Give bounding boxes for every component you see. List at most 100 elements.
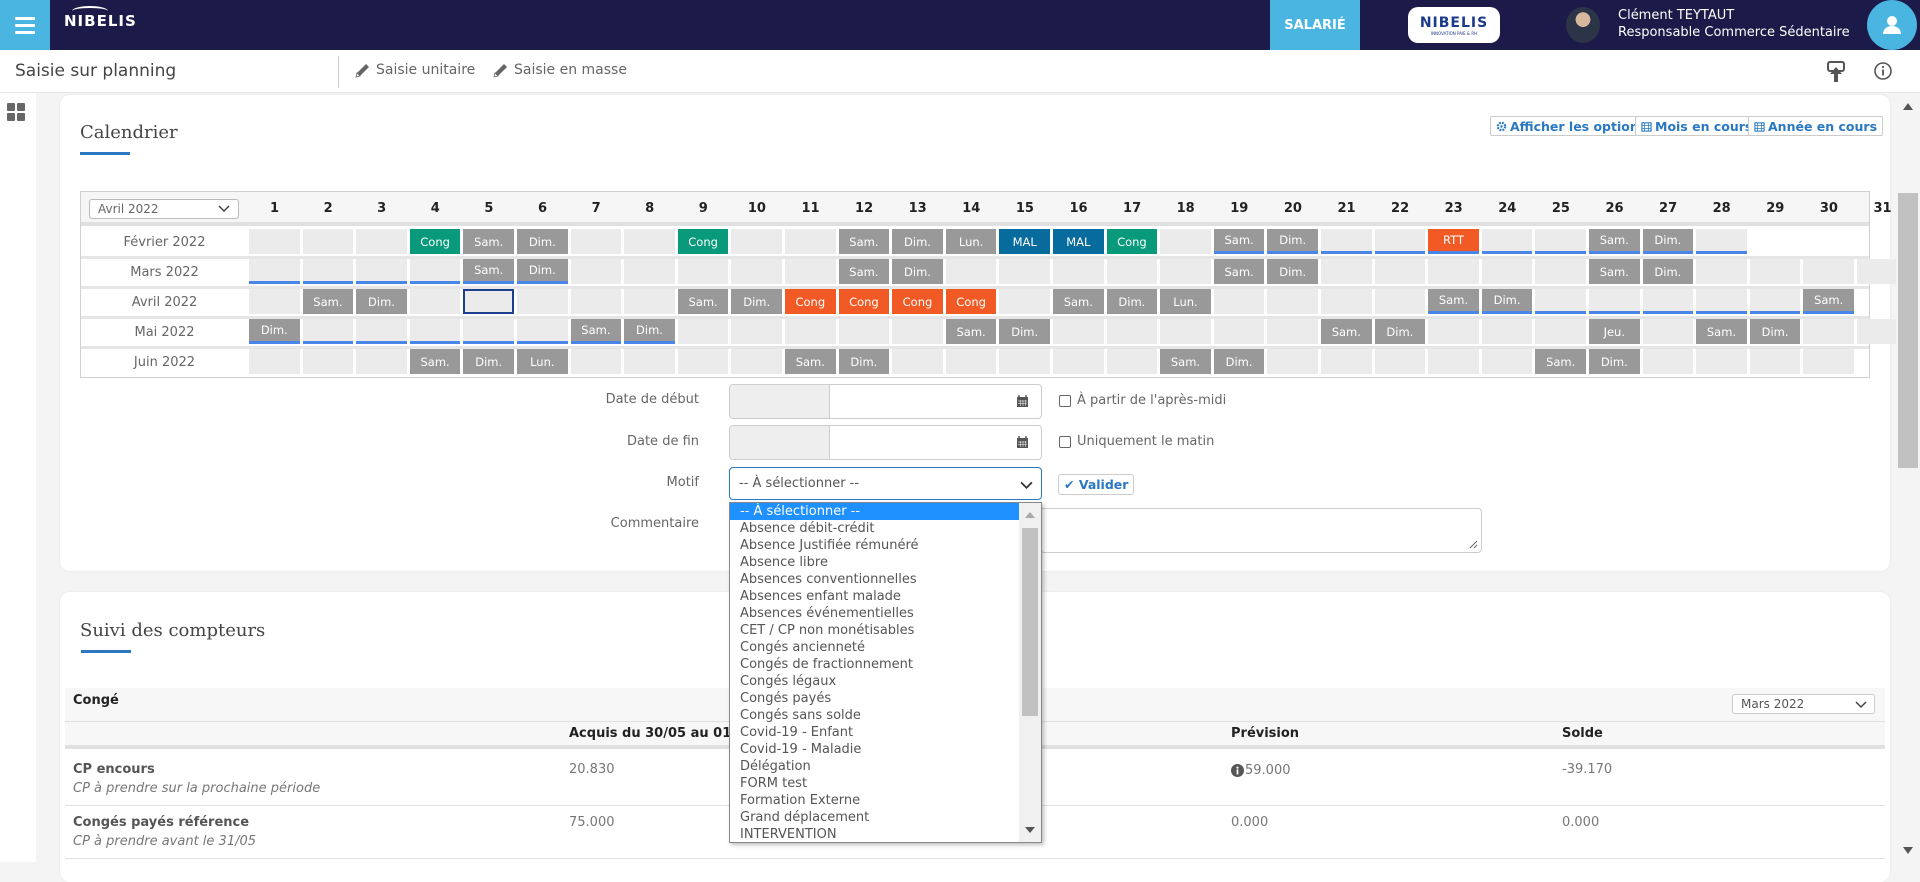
- calendar-day-cell[interactable]: Lun.: [517, 349, 568, 374]
- calendar-day-cell[interactable]: [945, 349, 997, 374]
- motif-option[interactable]: Absences événementielles: [740, 606, 914, 621]
- resize-handle-icon[interactable]: [1469, 540, 1478, 549]
- calendar-day-cell[interactable]: [1374, 289, 1426, 314]
- motif-option[interactable]: CET / CP non monétisables: [740, 623, 915, 638]
- motif-option[interactable]: Covid-19 - Maladie: [740, 742, 862, 757]
- calendar-day-cell[interactable]: [249, 349, 300, 374]
- apres-midi-checkbox[interactable]: À partir de l'après-midi: [1059, 393, 1226, 408]
- saisie-masse-button[interactable]: Saisie en masse: [492, 61, 627, 79]
- calendar-day-cell[interactable]: [999, 259, 1050, 284]
- calendar-day-cell[interactable]: [1053, 259, 1104, 284]
- calendar-day-cell[interactable]: Sam.: [302, 289, 354, 314]
- calendar-day-cell[interactable]: [892, 349, 943, 374]
- calendar-day-cell[interactable]: [1321, 289, 1372, 314]
- calendar-day-cell[interactable]: Dim.: [1267, 229, 1318, 254]
- dropdown-scrollbar[interactable]: [1019, 503, 1041, 842]
- calendar-day-cell[interactable]: [999, 289, 1050, 314]
- calendar-day-cell[interactable]: Sam.: [1053, 289, 1104, 314]
- menu-toggle-button[interactable]: [0, 0, 50, 50]
- calendar-day-cell[interactable]: [677, 259, 729, 284]
- calendar-day-cell[interactable]: [1374, 349, 1426, 374]
- calendar-day-cell[interactable]: [1321, 259, 1372, 284]
- calendar-day-cell[interactable]: Dim.: [1481, 289, 1533, 314]
- calendar-day-cell[interactable]: Dim.: [1749, 319, 1801, 344]
- calendar-day-cell[interactable]: [1589, 289, 1640, 314]
- scroll-down-arrow-icon[interactable]: [1903, 847, 1913, 854]
- calendar-day-cell[interactable]: [731, 319, 782, 344]
- calendar-day-cell[interactable]: [1428, 319, 1479, 344]
- info-button[interactable]: [1873, 61, 1893, 85]
- calendar-day-cell[interactable]: [1803, 319, 1854, 344]
- calendar-day-cell[interactable]: [624, 349, 675, 374]
- calendar-day-cell[interactable]: Dim.: [517, 259, 568, 284]
- calendar-day-cell[interactable]: Cong: [945, 289, 997, 314]
- calendar-day-cell[interactable]: [1642, 289, 1694, 314]
- calendar-day-cell[interactable]: Sam.: [463, 229, 514, 254]
- page-scroll-thumb[interactable]: [1898, 193, 1918, 468]
- calendar-day-cell[interactable]: [892, 319, 943, 344]
- calendar-day-cell[interactable]: [1213, 319, 1265, 344]
- calendar-day-cell[interactable]: Sam.: [785, 349, 836, 374]
- calendar-day-cell[interactable]: Dim.: [1267, 259, 1318, 284]
- calendar-day-cell[interactable]: [1160, 229, 1211, 254]
- export-button[interactable]: [1826, 61, 1846, 87]
- afficher-options-button[interactable]: Afficher les options: [1490, 116, 1653, 136]
- calendar-day-cell[interactable]: MAL: [999, 229, 1050, 254]
- calendar-day-cell[interactable]: [677, 319, 729, 344]
- calendar-day-cell[interactable]: [570, 349, 622, 374]
- calendar-day-cell[interactable]: Sam.: [838, 229, 890, 254]
- scroll-up-arrow-icon[interactable]: [1903, 103, 1913, 110]
- calendar-day-cell[interactable]: MAL: [1053, 229, 1104, 254]
- calendar-day-cell[interactable]: [409, 319, 461, 344]
- calendar-day-cell[interactable]: [785, 259, 836, 284]
- scroll-up-arrow-icon[interactable]: [1024, 511, 1036, 519]
- calendar-day-cell[interactable]: [624, 229, 675, 254]
- calendar-day-cell[interactable]: [517, 319, 568, 344]
- calendar-day-cell[interactable]: Cong: [838, 289, 890, 314]
- calendar-day-cell[interactable]: [999, 349, 1050, 374]
- motif-option[interactable]: Formation Externe: [740, 793, 861, 808]
- calendar-day-cell[interactable]: [1160, 259, 1211, 284]
- motif-option[interactable]: Congés de fractionnement: [740, 657, 913, 672]
- calendar-day-cell[interactable]: [570, 229, 622, 254]
- calendar-day-cell[interactable]: Sam.: [838, 259, 890, 284]
- calendar-day-cell[interactable]: [570, 289, 622, 314]
- calendar-day-cell[interactable]: [1749, 259, 1801, 284]
- calendar-day-cell[interactable]: Sam.: [463, 259, 514, 284]
- calendar-day-cell[interactable]: [1160, 319, 1211, 344]
- calendar-day-cell[interactable]: [356, 259, 407, 284]
- user-info[interactable]: Clément TEYTAUT Responsable Commerce Séd…: [1618, 7, 1850, 41]
- calendar-day-cell[interactable]: Cong: [677, 229, 729, 254]
- calendar-day-cell[interactable]: [785, 319, 836, 344]
- motif-option[interactable]: Congés légaux: [740, 674, 837, 689]
- calendar-day-cell[interactable]: Sam.: [1589, 229, 1640, 254]
- checkbox-box[interactable]: [1059, 435, 1071, 448]
- calendar-day-cell[interactable]: [1535, 259, 1586, 284]
- motif-option[interactable]: INTERVENTION: [740, 827, 837, 842]
- calendar-day-cell[interactable]: [731, 229, 782, 254]
- calendar-day-cell[interactable]: [731, 259, 782, 284]
- calendar-day-cell[interactable]: Dim.: [731, 289, 782, 314]
- calendar-day-cell[interactable]: Dim.: [1374, 319, 1426, 344]
- calendar-day-cell[interactable]: Dim.: [838, 349, 890, 374]
- calendar-day-cell[interactable]: [249, 229, 300, 254]
- calendar-day-cell[interactable]: [785, 229, 836, 254]
- calendar-day-cell[interactable]: Sam.: [1213, 259, 1265, 284]
- calendar-day-cell[interactable]: RTT: [1428, 229, 1479, 254]
- calendar-day-cell[interactable]: [1106, 259, 1158, 284]
- calendar-day-cell[interactable]: [302, 319, 354, 344]
- calendar-day-cell[interactable]: [1481, 349, 1533, 374]
- calendar-day-cell[interactable]: [356, 319, 407, 344]
- calendar-day-cell[interactable]: [1053, 349, 1104, 374]
- calendar-day-cell[interactable]: [1321, 229, 1372, 254]
- calendar-day-cell[interactable]: Dim.: [1213, 349, 1265, 374]
- calendar-day-cell[interactable]: [838, 319, 890, 344]
- calendar-day-cell[interactable]: [249, 289, 300, 314]
- valider-button[interactable]: ✔ Valider: [1058, 474, 1135, 495]
- calendar-day-cell[interactable]: [1481, 259, 1533, 284]
- calendar-day-cell[interactable]: Sam.: [570, 319, 622, 344]
- nibelis-logo[interactable]: NIBELIS: [64, 6, 137, 30]
- calendar-day-cell[interactable]: [1321, 349, 1372, 374]
- calendar-day-cell[interactable]: Sam.: [1535, 349, 1586, 374]
- calendar-day-cell[interactable]: [677, 349, 729, 374]
